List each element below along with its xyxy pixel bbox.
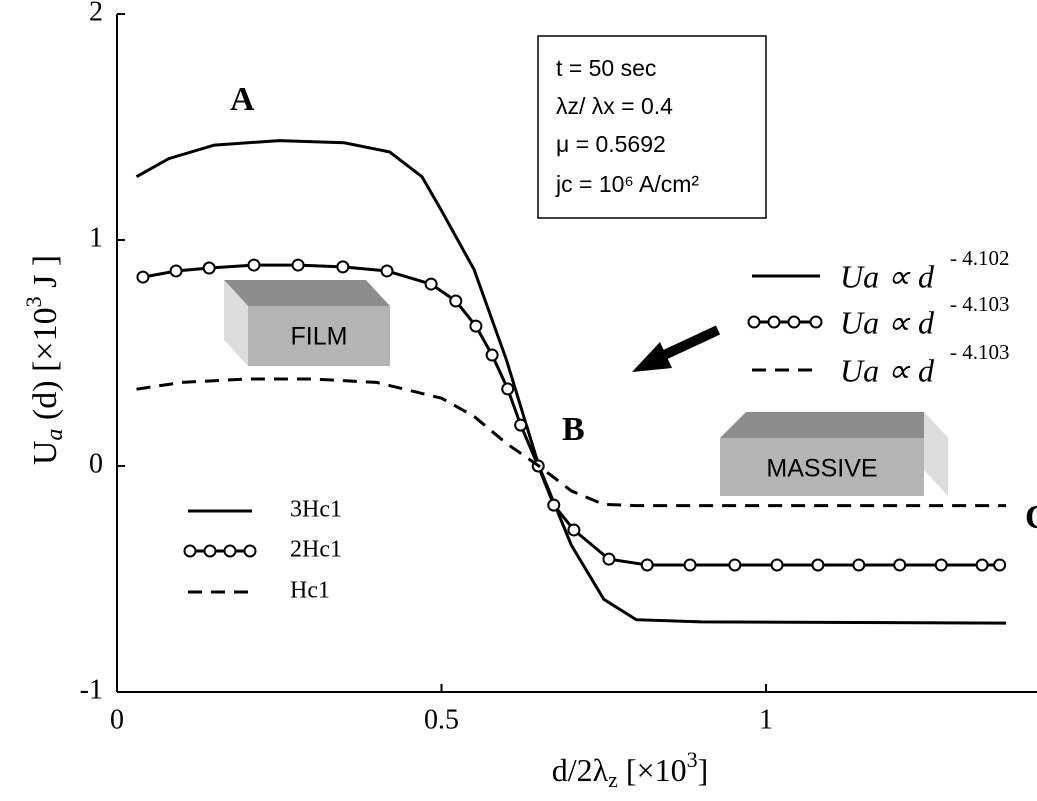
series-marker xyxy=(811,558,825,572)
massive-label: MASSIVE xyxy=(766,455,877,483)
point-label: B xyxy=(562,411,585,448)
legend-label: 3Hc1 xyxy=(290,497,342,523)
series-marker xyxy=(640,558,654,572)
series-marker xyxy=(852,558,866,572)
series-marker xyxy=(993,558,1007,572)
point-label: A xyxy=(230,81,255,118)
fit-legend-marker xyxy=(767,315,781,329)
series-marker xyxy=(514,418,528,432)
fit-legend-exponent: - 4.103 xyxy=(950,292,1010,316)
film-label: FILM xyxy=(291,323,348,351)
legend-marker xyxy=(243,544,257,558)
fit-legend-marker xyxy=(747,315,761,329)
fit-legend-label: Ua ∝ d xyxy=(840,304,935,340)
fit-legend-marker xyxy=(809,315,823,329)
series-marker xyxy=(136,270,150,284)
y-tick-label: 0 xyxy=(89,448,103,479)
legend-label: 2Hc1 xyxy=(290,537,342,563)
legend-marker xyxy=(223,544,237,558)
series-marker xyxy=(547,498,561,512)
y-tick-label: 1 xyxy=(89,222,103,253)
series-marker xyxy=(602,552,616,566)
series-marker xyxy=(380,264,394,278)
series-marker xyxy=(469,319,483,333)
y-tick-label: -1 xyxy=(80,674,103,705)
x-tick-label: 1 xyxy=(759,704,773,735)
parameter: t = 50 sec xyxy=(556,55,656,81)
series-marker xyxy=(934,558,948,572)
fit-legend-exponent: - 4.103 xyxy=(950,340,1010,364)
series-marker xyxy=(449,294,463,308)
parameter: μ = 0.5692 xyxy=(556,131,666,157)
series-marker xyxy=(567,523,581,537)
legend-marker xyxy=(183,544,197,558)
block-top xyxy=(720,412,948,438)
series-marker xyxy=(728,558,742,572)
parameter-box xyxy=(537,35,767,219)
series-marker xyxy=(202,261,216,275)
series-marker xyxy=(247,258,261,272)
fit-legend-exponent: - 4.102 xyxy=(950,246,1010,270)
fit-legend-label: Ua ∝ d xyxy=(840,352,935,388)
fit-legend-label: Ua ∝ d xyxy=(840,258,935,294)
block-side xyxy=(224,280,248,366)
point-label: C xyxy=(1025,499,1037,536)
massive-block xyxy=(720,438,924,496)
series-marker xyxy=(893,558,907,572)
y-tick-label: 2 xyxy=(89,0,103,27)
legend-marker xyxy=(203,544,217,558)
parameter: jc = 10⁶ A/cm² xyxy=(555,171,699,197)
series-marker xyxy=(424,277,438,291)
film-block xyxy=(248,306,390,366)
x-tick-label: 0.5 xyxy=(424,704,459,735)
series-line xyxy=(135,139,1007,625)
series-marker xyxy=(683,558,697,572)
series-marker xyxy=(485,348,499,362)
y-axis-title: Ua (d) [×103 J ] xyxy=(21,255,67,465)
series-marker xyxy=(291,258,305,272)
arrow-head xyxy=(632,342,672,372)
series-marker xyxy=(975,558,989,572)
block-side xyxy=(924,412,948,496)
parameter: λz/ λx = 0.4 xyxy=(556,93,673,119)
block-top xyxy=(224,280,390,306)
series-marker xyxy=(169,264,183,278)
legend-label: Hc1 xyxy=(290,578,330,604)
x-tick-label: 0 xyxy=(110,704,124,735)
arrow-shaft xyxy=(657,325,721,362)
series-marker xyxy=(770,558,784,572)
fit-legend-marker xyxy=(787,315,801,329)
x-axis-title: d/2λz [×103] xyxy=(552,747,709,792)
series-marker xyxy=(501,382,515,396)
series-marker xyxy=(336,260,350,274)
